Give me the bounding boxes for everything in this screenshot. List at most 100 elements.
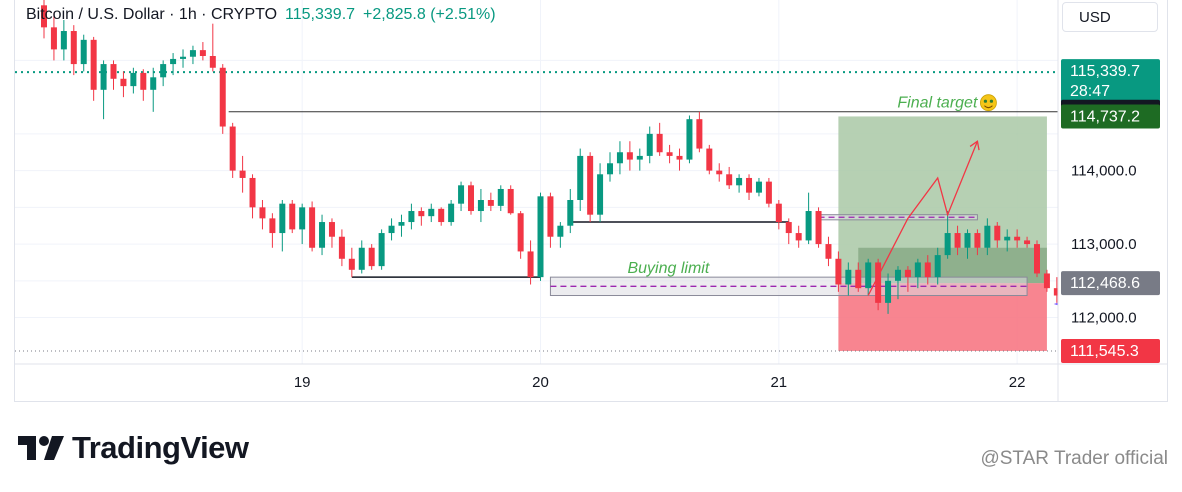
- candle-body: [249, 177, 256, 208]
- candle: [865, 258, 872, 296]
- candle-body: [428, 208, 435, 217]
- candle: [676, 148, 683, 171]
- candle-body: [209, 56, 216, 68]
- axis-price-label: 112,468.6: [1061, 271, 1160, 296]
- candle-body: [924, 262, 931, 278]
- candle: [914, 258, 921, 289]
- candle-body: [219, 67, 226, 127]
- candle: [527, 240, 534, 285]
- candle: [885, 273, 892, 314]
- x-tick-label: 21: [770, 374, 787, 391]
- candle: [309, 201, 316, 252]
- x-tick-label: 19: [294, 374, 311, 391]
- axis-price-label-text: 115,339.7: [1070, 63, 1140, 80]
- candle-body: [686, 119, 693, 160]
- candle-body: [319, 222, 326, 248]
- candle-body: [438, 208, 445, 223]
- y-tick-label: 113,000.0: [1071, 236, 1137, 253]
- candle-body: [636, 155, 643, 160]
- candle: [934, 247, 941, 285]
- candle: [706, 144, 713, 175]
- candle: [1053, 277, 1058, 303]
- candle-body: [448, 203, 455, 223]
- candle: [716, 163, 723, 182]
- tradingview-logo-icon: [18, 436, 64, 460]
- candle-body: [150, 77, 157, 90]
- candle: [140, 69, 147, 101]
- candle-body: [736, 177, 743, 186]
- candle: [547, 192, 554, 248]
- candle-body: [80, 39, 87, 65]
- candle: [438, 207, 445, 226]
- chart-header: Bitcoin / U.S. Dollar · 1h · CRYPTO 115,…: [26, 4, 496, 26]
- candle-body: [825, 244, 832, 259]
- candle-body: [974, 233, 981, 248]
- candle: [170, 53, 177, 76]
- candle: [239, 155, 246, 193]
- candle-body: [507, 188, 514, 214]
- candle-body: [785, 222, 792, 234]
- candle: [80, 34, 87, 72]
- candle: [1043, 269, 1050, 292]
- candle-body: [338, 236, 345, 259]
- candle-body: [299, 207, 306, 230]
- candle: [765, 177, 772, 208]
- candle: [1034, 240, 1040, 278]
- currency-selector[interactable]: USD: [1062, 2, 1158, 32]
- candle: [557, 222, 564, 248]
- candle-body: [894, 269, 901, 281]
- candle: [289, 200, 296, 234]
- y-tick-label: 112,000.0: [1071, 310, 1137, 327]
- candle-body: [587, 155, 594, 215]
- candle-body: [269, 218, 276, 234]
- watermark-credit: @STAR Trader official: [980, 448, 1168, 469]
- buying-limit-label: Buying limit: [627, 260, 709, 277]
- candle-body: [795, 233, 802, 241]
- candle: [319, 214, 326, 256]
- candle-body: [239, 170, 246, 178]
- candle-body: [189, 50, 196, 57]
- candle: [696, 111, 703, 153]
- candle: [249, 174, 256, 219]
- candle: [775, 200, 782, 230]
- candle-body: [408, 211, 415, 223]
- candle-body: [607, 163, 614, 175]
- candle-body: [1024, 240, 1031, 245]
- candle-body: [467, 185, 474, 212]
- candle-body: [547, 196, 554, 237]
- candle: [1024, 236, 1031, 248]
- candle: [795, 225, 802, 248]
- candle-body: [100, 64, 107, 90]
- candle: [408, 203, 415, 230]
- candle: [746, 174, 753, 200]
- candle: [90, 36, 97, 101]
- candle-body: [1043, 273, 1050, 289]
- candle: [448, 200, 455, 226]
- candle-body: [885, 280, 892, 303]
- money-face-emoji: [980, 94, 997, 112]
- candle: [477, 188, 484, 223]
- candle: [855, 262, 862, 292]
- candle: [755, 177, 762, 197]
- candle: [110, 60, 117, 90]
- candle-body: [120, 78, 127, 87]
- sparkle-icon: [1053, 302, 1058, 306]
- candle: [537, 192, 544, 281]
- projection-arrowhead: [969, 140, 980, 151]
- candle: [636, 148, 643, 171]
- candle-body: [775, 203, 782, 223]
- candle-body: [1014, 236, 1021, 241]
- candle: [597, 163, 604, 223]
- countdown-label: 28:47: [1070, 83, 1110, 100]
- axis-price-label: 115,339.7 28:47: [1061, 59, 1160, 104]
- candle-body: [458, 185, 465, 204]
- candle: [130, 67, 137, 94]
- candle: [785, 218, 792, 245]
- candle: [100, 60, 107, 120]
- candle: [517, 211, 524, 259]
- candle: [279, 200, 286, 252]
- candle: [60, 20, 67, 61]
- axis-price-label-bg: [1061, 104, 1160, 129]
- candle: [348, 247, 355, 278]
